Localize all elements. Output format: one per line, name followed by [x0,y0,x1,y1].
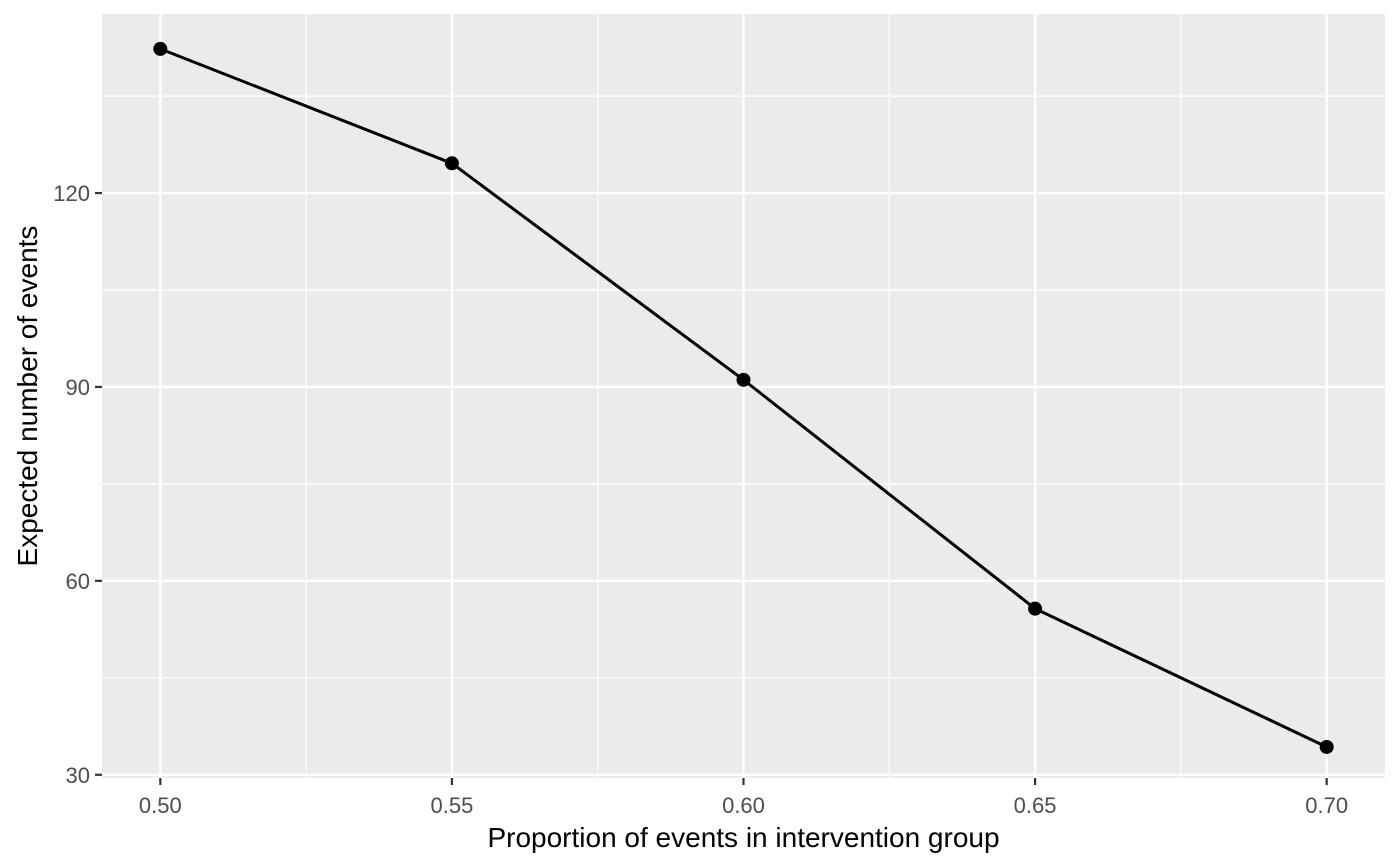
x-tick-label: 0.50 [139,793,182,818]
y-axis-title-text: Expected number of events [12,225,43,567]
y-tick-label: 60 [66,569,90,594]
data-point [736,372,751,387]
x-tick-label: 0.55 [430,793,473,818]
data-point [444,156,459,171]
data-point [1319,739,1334,754]
y-tick-label: 30 [66,763,90,788]
x-tick-label: 0.60 [722,793,765,818]
data-point [1028,601,1043,616]
data-point [153,41,168,56]
y-tick-label: 90 [66,375,90,400]
x-axis-title: Proportion of events in intervention gro… [487,822,1000,853]
y-tick-label: 120 [53,181,90,206]
x-tick-label: 0.65 [1014,793,1057,818]
x-tick-label: 0.70 [1305,793,1348,818]
